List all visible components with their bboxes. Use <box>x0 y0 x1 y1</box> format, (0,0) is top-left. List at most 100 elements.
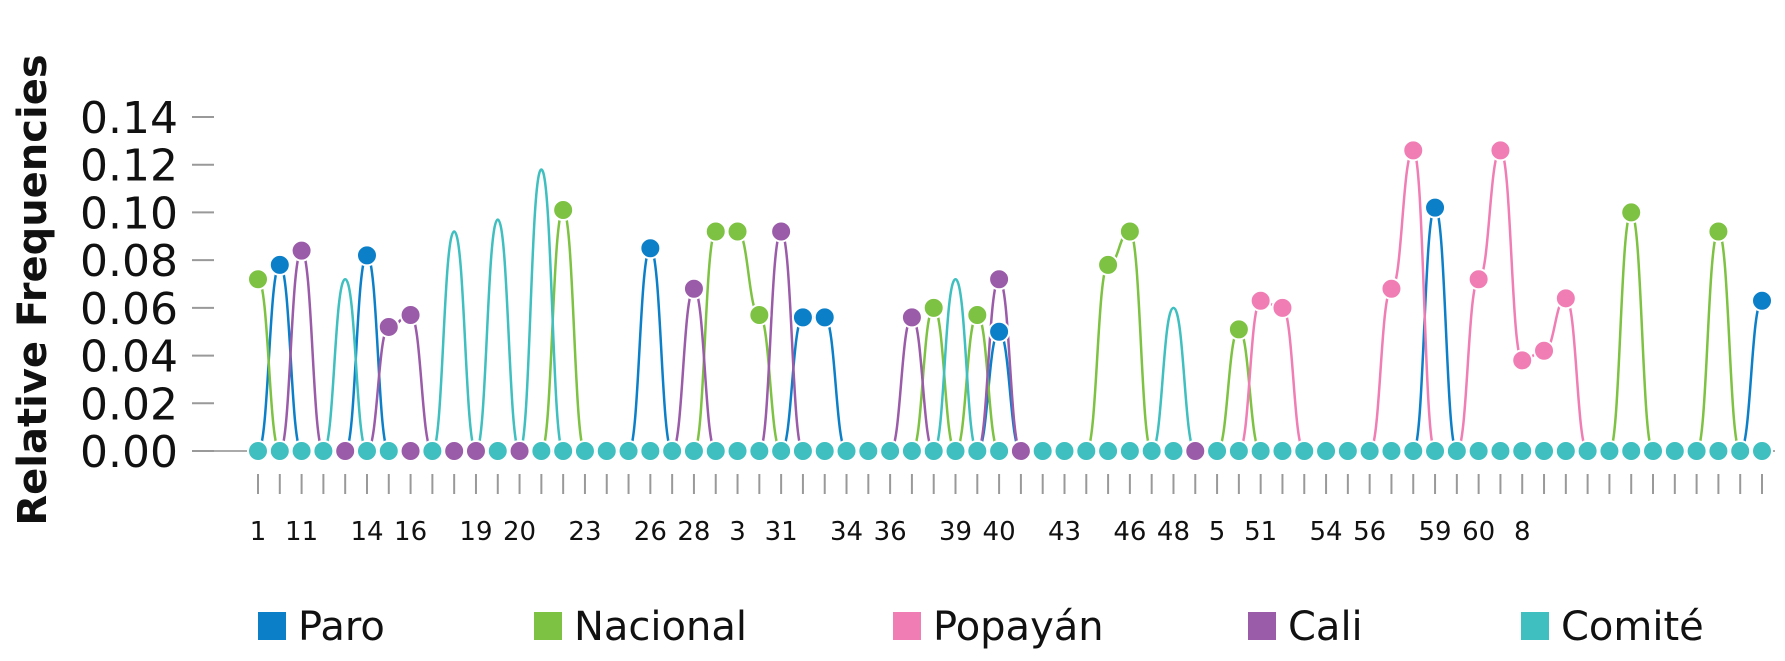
point-paro <box>355 244 378 267</box>
x-tick-label: 5 <box>1209 517 1226 547</box>
x-tick-label: 20 <box>503 517 536 547</box>
point-nacional <box>1227 318 1250 341</box>
point-popayán <box>1467 268 1490 291</box>
baseline-point <box>1729 440 1752 462</box>
x-tick-label: 59 <box>1418 517 1451 547</box>
baseline-point <box>835 440 858 462</box>
x-tick-label: 36 <box>874 517 907 547</box>
point-cali <box>682 277 705 300</box>
baseline-point <box>1249 440 1272 462</box>
baseline-point <box>1118 440 1141 462</box>
x-tick-label: 14 <box>350 517 383 547</box>
point-nacional <box>1097 253 1120 276</box>
x-tick-label: 28 <box>677 517 710 547</box>
point-nacional <box>704 220 727 243</box>
baseline-point <box>682 440 705 462</box>
baseline-point <box>312 440 335 462</box>
point-nacional <box>1118 220 1141 243</box>
series-lines <box>256 149 1764 453</box>
y-tick-label: 0.02 <box>80 379 178 430</box>
point-cali-zero <box>508 440 531 462</box>
point-popayán <box>1402 139 1425 162</box>
point-nacional <box>247 268 269 291</box>
legend-label-paro: Paro <box>298 604 385 650</box>
baseline-point <box>1315 440 1338 462</box>
baseline-point <box>1598 440 1621 462</box>
baseline-point <box>1271 440 1294 462</box>
x-tick-label: 23 <box>568 517 601 547</box>
baseline-point <box>1293 440 1316 462</box>
point-popayán <box>1554 287 1577 310</box>
baseline-point <box>639 440 662 462</box>
x-tick-label: 48 <box>1157 517 1190 547</box>
baseline-point <box>661 440 684 462</box>
point-cali-zero <box>334 440 357 462</box>
point-nacional <box>748 304 771 327</box>
baseline-point <box>1140 440 1163 462</box>
point-cali-zero <box>464 440 487 462</box>
baseline-point <box>1445 440 1468 462</box>
point-nacional <box>1620 201 1643 224</box>
baseline-point <box>290 440 313 462</box>
x-tick-label: 43 <box>1048 517 1081 547</box>
y-axis-title: Relative Frequencies <box>10 54 56 525</box>
baseline-point <box>1467 440 1490 462</box>
legend-label-popayán: Popayán <box>933 604 1104 650</box>
x-tick-label: 11 <box>285 517 318 547</box>
series-line-comité <box>257 168 1762 453</box>
x-axis: 1 11 14 16 19 20 23 26 28 3 31 34 36 39 40 43 46 48 5 51 54 5… <box>250 474 1763 547</box>
y-tick-label: 0.04 <box>80 332 178 383</box>
baseline-point <box>944 440 967 462</box>
point-nacional <box>552 199 575 222</box>
baseline-point <box>1075 440 1098 462</box>
baseline-point <box>1489 440 1512 462</box>
point-nacional <box>1707 220 1730 243</box>
baseline-point <box>1206 440 1229 462</box>
point-cali-zero <box>1184 440 1207 462</box>
point-paro <box>1751 289 1773 312</box>
y-tick-label: 0.14 <box>80 93 178 144</box>
baseline-point <box>552 440 575 462</box>
x-tick-label: 54 <box>1310 517 1343 547</box>
baseline-point <box>1162 440 1185 462</box>
x-tick-label: 34 <box>830 517 863 547</box>
point-cali <box>290 239 313 262</box>
baseline-point <box>421 440 444 462</box>
x-tick-label: 19 <box>459 517 492 547</box>
baseline-point <box>1663 440 1686 462</box>
point-cali <box>988 268 1011 291</box>
y-tick-label: 0.12 <box>80 141 178 192</box>
baseline-point <box>791 440 814 462</box>
baseline-point <box>1402 440 1425 462</box>
point-paro <box>1424 196 1447 219</box>
point-cali <box>399 304 422 327</box>
point-paro <box>988 320 1011 343</box>
x-tick-label: 56 <box>1353 517 1386 547</box>
y-tick-label: 0.10 <box>80 188 178 239</box>
series-line-cali <box>257 230 1762 453</box>
baseline-point <box>726 440 749 462</box>
baseline-point <box>486 440 509 462</box>
baseline-point <box>377 440 400 462</box>
point-nacional <box>922 296 945 319</box>
baseline-point <box>770 440 793 462</box>
legend-swatch-paro <box>258 612 286 640</box>
baseline-point <box>1707 440 1730 462</box>
y-tick-label: 0.08 <box>80 236 178 287</box>
baseline-point <box>1511 440 1534 462</box>
x-tick-label: 60 <box>1462 517 1495 547</box>
x-tick-label: 8 <box>1514 517 1531 547</box>
x-tick-label: 1 <box>250 517 267 547</box>
baseline-point <box>1751 440 1773 462</box>
legend-label-nacional: Nacional <box>574 604 747 650</box>
x-tick-label: 3 <box>729 517 746 547</box>
baseline-point <box>1685 440 1708 462</box>
baseline-point <box>900 440 923 462</box>
point-cali <box>900 306 923 329</box>
y-axis-title-group: Relative Frequencies <box>10 54 56 525</box>
baseline-point <box>1358 440 1381 462</box>
point-cali-zero <box>443 440 466 462</box>
baseline-point <box>1424 440 1447 462</box>
baseline-point <box>1576 440 1599 462</box>
